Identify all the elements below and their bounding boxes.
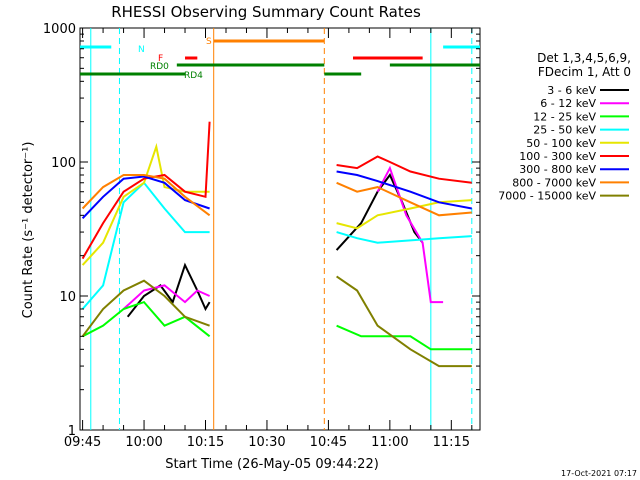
legend-header-2: FDecim 1, Att 0 bbox=[538, 65, 631, 79]
legend-label-800-7000kev: 800 - 7000 keV bbox=[512, 176, 596, 189]
y-axis: 1 10 100 1000 bbox=[43, 22, 480, 439]
y-tick-label: 10 bbox=[59, 290, 76, 305]
state-bars: N F S RD0 RD4 bbox=[80, 37, 480, 81]
plot-frame bbox=[79, 27, 481, 431]
series-300-800kev bbox=[81, 175, 210, 219]
state-bar-label-f: F bbox=[158, 54, 163, 64]
y-tick-label: 100 bbox=[51, 156, 76, 171]
x-tick-label: 10:00 bbox=[125, 435, 162, 450]
series-7000-15000kev bbox=[81, 279, 210, 337]
x-tick-label: 09:45 bbox=[64, 435, 101, 450]
legend-label-50-100kev: 50 - 100 keV bbox=[526, 137, 596, 150]
y-tick-label: 1000 bbox=[43, 22, 76, 37]
series-800-7000kev-after-gap bbox=[336, 181, 472, 217]
y-tick-label: 1 bbox=[68, 424, 76, 439]
legend: Det 1,3,4,5,6,9, FDecim 1, Att 0 3 - 6 k… bbox=[498, 51, 631, 203]
x-axis: 09:45 10:00 10:15 10:30 10:45 11:00 11:15 bbox=[64, 28, 473, 450]
x-tick-label: 10:45 bbox=[310, 435, 347, 450]
timestamp: 17-Oct-2021 07:17 bbox=[561, 469, 637, 478]
x-tick-label: 10:30 bbox=[248, 435, 285, 450]
series-100-300kev-after-gap bbox=[336, 155, 472, 184]
series-50-100kev-after-gap bbox=[336, 199, 472, 230]
legend-label-25-50kev: 25 - 50 keV bbox=[533, 124, 596, 137]
series-50-100kev bbox=[81, 142, 210, 266]
legend-label-3-6kev: 3 - 6 keV bbox=[547, 84, 596, 97]
x-axis-label: Start Time (26-May-05 09:44:22) bbox=[165, 457, 379, 472]
state-bar-label-s: S bbox=[206, 37, 212, 47]
series-6-12kev bbox=[122, 284, 211, 310]
x-tick-label: 11:15 bbox=[433, 435, 470, 450]
x-tick-label: 11:00 bbox=[371, 435, 408, 450]
series-lines bbox=[81, 121, 472, 368]
y-axis-label: Count Rate (s⁻¹ detector⁻¹) bbox=[21, 142, 36, 319]
legend-label-100-300kev: 100 - 300 keV bbox=[519, 150, 596, 163]
series-7000-15000kev-after-gap bbox=[336, 275, 472, 368]
series-100-300kev bbox=[81, 121, 211, 260]
state-bar-label-rd4: RD4 bbox=[184, 71, 203, 81]
legend-header-1: Det 1,3,4,5,6,9, bbox=[537, 51, 631, 65]
state-bar-label-n: N bbox=[138, 45, 145, 55]
state-bar-label-rd0: RD0 bbox=[150, 62, 169, 72]
series-3-6kev-after-gap bbox=[335, 173, 424, 251]
legend-label-300-800kev: 300 - 800 keV bbox=[519, 163, 596, 176]
legend-label-12-25kev: 12 - 25 keV bbox=[533, 110, 596, 123]
legend-label-7000-15000kev: 7000 - 15000 keV bbox=[498, 190, 596, 203]
chart-title: RHESSI Observing Summary Count Rates bbox=[111, 3, 421, 21]
series-6-12kev-after-gap bbox=[376, 165, 444, 304]
x-tick-label: 10:15 bbox=[187, 435, 224, 450]
legend-label-6-12kev: 6 - 12 keV bbox=[540, 97, 596, 110]
series-800-7000kev bbox=[81, 174, 211, 217]
series-25-50kev-after-gap bbox=[336, 231, 472, 244]
time-markers bbox=[90, 28, 473, 430]
series-3-6kev bbox=[126, 262, 211, 318]
series-300-800kev-after-gap bbox=[336, 170, 472, 210]
